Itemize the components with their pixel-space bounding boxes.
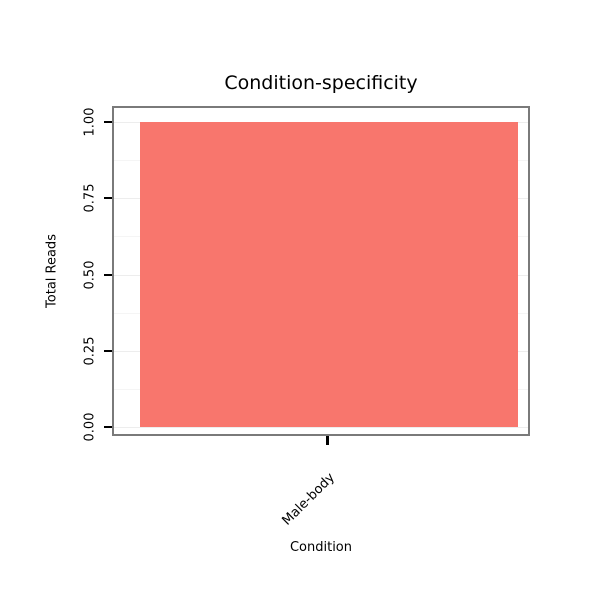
y-tick-mark	[104, 349, 112, 352]
y-tick-label: 0.75	[82, 183, 98, 213]
y-tick-mark	[104, 197, 112, 200]
bar-male-body	[140, 122, 518, 427]
y-tick-label: 1.00	[82, 107, 98, 137]
y-tick-label: 0.50	[82, 260, 98, 289]
x-tick-mark	[325, 436, 329, 445]
y-tick-mark	[104, 273, 112, 276]
x-tick-label: Male-body	[279, 470, 339, 529]
y-tick-label: 0.25	[82, 336, 98, 366]
y-tick-label: 0.00	[82, 412, 98, 442]
y-tick-mark	[104, 121, 112, 123]
plot-panel	[112, 106, 530, 436]
x-axis-label: Condition	[289, 540, 353, 555]
y-tick-mark	[104, 426, 112, 428]
gridline-major	[114, 427, 528, 428]
y-axis-label: Total Reads	[44, 234, 60, 308]
chart-title: Condition-specificity	[224, 72, 418, 94]
